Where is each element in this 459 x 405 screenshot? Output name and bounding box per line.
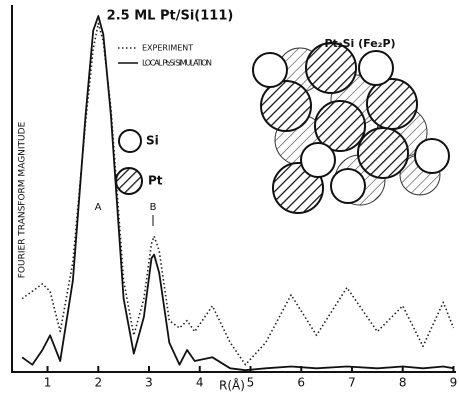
- x-tick-label: 6: [297, 376, 305, 390]
- x-tick-label: 8: [399, 376, 407, 390]
- series-line: [21, 15, 454, 372]
- inset-key-label: Si: [146, 134, 159, 148]
- chart-title: 2.5 ML Pt/Si(111): [107, 9, 234, 24]
- y-axis-label: FOURIER TRANSFORM MAGNITUDE: [18, 121, 28, 278]
- inset-diagram: [115, 42, 450, 214]
- inset-key-label: Pt: [148, 174, 163, 188]
- x-axis-label: R(Å): [219, 378, 245, 393]
- legend-label: EXPERIMENT: [142, 44, 193, 53]
- x-tick-label: 5: [247, 376, 255, 390]
- axes: [11, 5, 456, 373]
- x-tick-label: 9: [450, 376, 458, 390]
- peak-label: A: [95, 202, 102, 213]
- inset-title: Pt₂Si (Fe₂P): [324, 37, 395, 50]
- legend-label: LOCAL Pt₂Si SIMULATION: [142, 59, 212, 68]
- x-tick-label: 4: [196, 376, 204, 390]
- x-tick-label: 3: [145, 376, 153, 390]
- x-tick-label: 1: [44, 376, 52, 390]
- x-tick-label: 2: [94, 376, 102, 390]
- peak-label: B: [150, 202, 157, 213]
- x-tick-label: 7: [348, 376, 356, 390]
